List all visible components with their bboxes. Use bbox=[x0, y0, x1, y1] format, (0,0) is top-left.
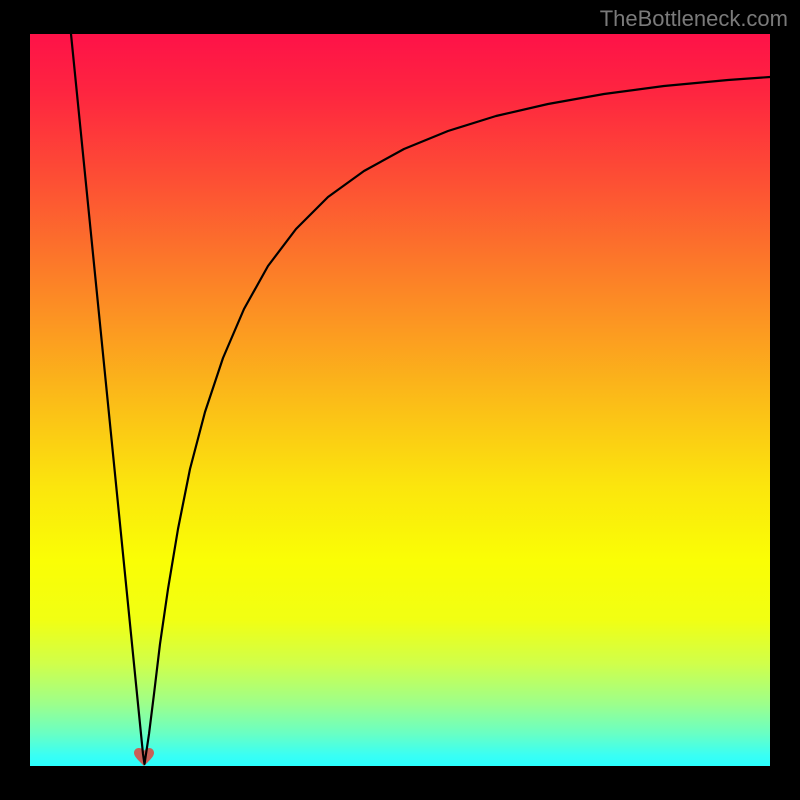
chart-container: TheBottleneck.com bbox=[0, 0, 800, 800]
plot-area bbox=[30, 34, 770, 766]
watermark-text: TheBottleneck.com bbox=[600, 6, 788, 32]
gradient-background bbox=[30, 34, 770, 766]
plot-svg bbox=[30, 34, 770, 766]
